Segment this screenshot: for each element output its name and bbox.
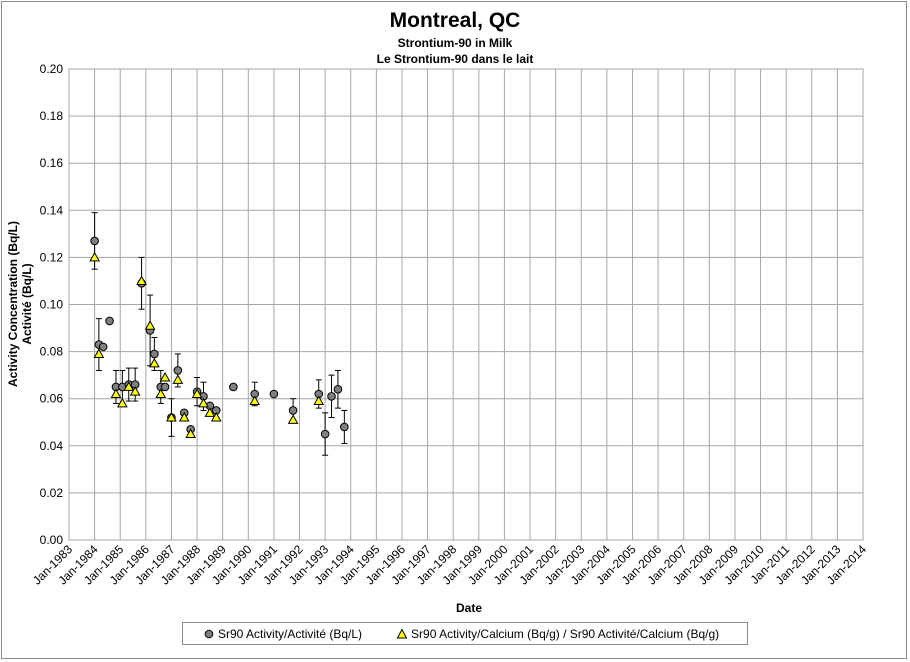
data-point-calcium xyxy=(185,428,197,439)
y-tick-label: 0.00 xyxy=(40,533,64,547)
data-point-calcium xyxy=(89,251,100,262)
data-point-calcium xyxy=(149,357,160,368)
y-tick-label: 0.06 xyxy=(40,392,64,406)
legend-item-calcium: Sr90 Activity/Calcium (Bq/g) / Sr90 Acti… xyxy=(396,627,719,641)
y-axis-label-1: Activity Concentration (Bq/L) xyxy=(6,221,20,387)
y-tick-label: 0.20 xyxy=(40,62,64,76)
y-axis-label-2: Activité (Bq/L) xyxy=(20,263,34,344)
x-axis-label: Date xyxy=(456,601,482,615)
chart-subtitle-2: Le Strontium-90 dans le lait xyxy=(377,52,534,66)
data-point-calcium xyxy=(313,395,325,406)
data-point-activity xyxy=(98,342,108,352)
data-point-calcium xyxy=(129,386,141,396)
chart-title: Montreal, QC xyxy=(390,9,521,32)
data-point-activity xyxy=(333,384,343,394)
data-point-calcium xyxy=(249,395,261,406)
data-point-activity xyxy=(150,349,159,359)
y-tick-label: 0.14 xyxy=(40,203,64,217)
data-point-calcium xyxy=(166,412,177,422)
data-point-calcium xyxy=(136,275,147,285)
data-point-calcium xyxy=(123,381,135,391)
data-point-activity xyxy=(320,429,330,439)
data-point-activity xyxy=(288,406,298,415)
data-point-calcium xyxy=(287,414,299,424)
y-tick-label: 0.10 xyxy=(40,298,64,312)
data-point-activity xyxy=(105,316,114,326)
y-tick-label: 0.12 xyxy=(40,250,64,264)
legend-item-activity: Sr90 Activity/Activité (Bq/L) xyxy=(203,627,362,641)
data-point-calcium xyxy=(172,374,184,384)
data-point-calcium xyxy=(159,371,171,382)
y-tick-label: 0.08 xyxy=(40,345,64,359)
chart-subtitle-1: Strontium-90 in Milk xyxy=(398,36,513,50)
data-point-calcium xyxy=(144,320,156,330)
data-point-calcium xyxy=(110,388,122,398)
data-point-activity xyxy=(340,422,349,432)
y-tick-label: 0.18 xyxy=(40,109,64,123)
data-point-calcium xyxy=(93,348,105,358)
data-point-calcium xyxy=(210,412,222,422)
data-point-activity xyxy=(90,236,99,246)
data-point-activity xyxy=(160,382,170,392)
y-tick-label: 0.04 xyxy=(40,439,64,453)
legend-circle-marker xyxy=(204,629,214,638)
legend-label-calcium: Sr90 Activity/Calcium (Bq/g) / Sr90 Acti… xyxy=(411,626,720,641)
data-point-activity xyxy=(327,392,336,401)
y-tick-label: 0.16 xyxy=(40,156,64,170)
data-point-activity xyxy=(173,366,183,375)
data-point-activity xyxy=(269,389,279,399)
data-point-calcium xyxy=(117,397,128,408)
data-point-calcium xyxy=(155,388,167,398)
data-point-calcium xyxy=(191,388,203,398)
data-point-calcium xyxy=(204,407,216,417)
y-tick-label: 0.02 xyxy=(40,486,64,500)
data-point-calcium xyxy=(198,397,209,408)
data-point-calcium xyxy=(178,412,190,422)
legend-triangle-marker xyxy=(396,627,408,638)
legend: Sr90 Activity/Activité (Bq/L) Sr90 Activ… xyxy=(182,622,748,645)
data-point-activity xyxy=(229,382,238,392)
legend-label-activity: Sr90 Activity/Activité (Bq/L) xyxy=(218,626,363,641)
